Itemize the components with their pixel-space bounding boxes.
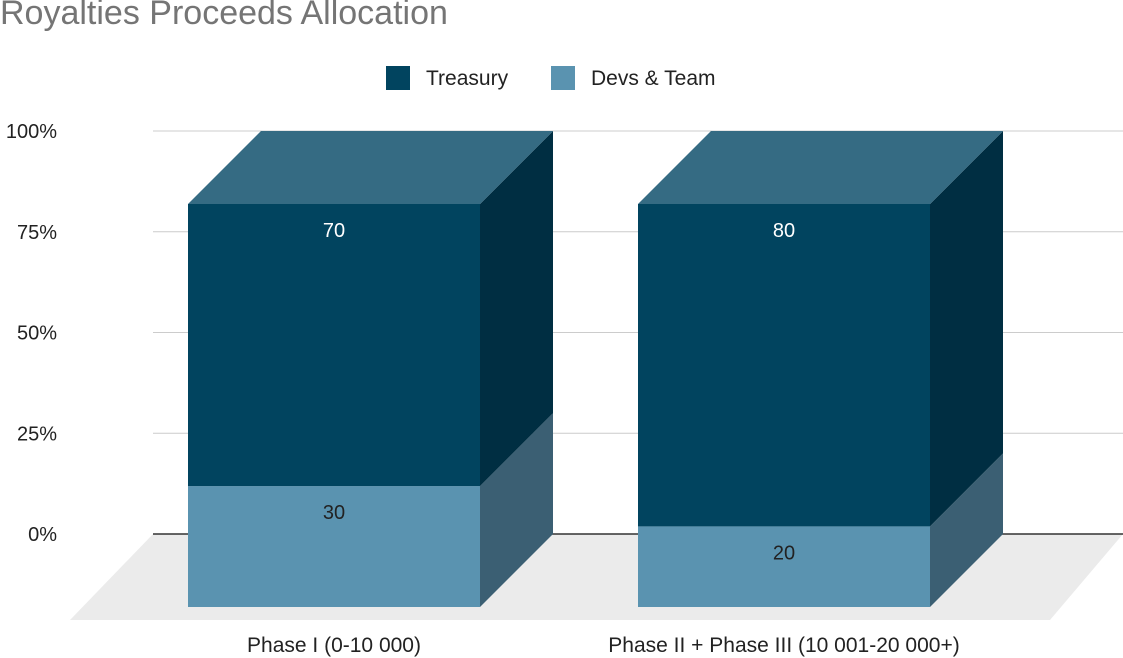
x-category-label: Phase II + Phase III (10 001-20 000+) bbox=[608, 634, 959, 657]
bar-side-face bbox=[480, 131, 553, 487]
bar-side-face bbox=[930, 453, 1003, 607]
chart-title: Royalties Proceeds Allocation bbox=[0, 0, 448, 32]
y-tick-label: 0% bbox=[28, 524, 57, 546]
bar-segment bbox=[638, 526, 930, 607]
bar-top-face bbox=[188, 131, 553, 204]
bar-segment bbox=[638, 204, 930, 527]
y-tick-label: 50% bbox=[17, 323, 57, 345]
y-tick-label: 100% bbox=[6, 121, 57, 143]
bar-top-face bbox=[638, 131, 1003, 204]
bar-side-face bbox=[480, 413, 553, 607]
legend-label: Devs & Team bbox=[591, 67, 716, 90]
bar-segment bbox=[188, 486, 480, 607]
y-tick-label: 75% bbox=[17, 222, 57, 244]
x-category-label: Phase I (0-10 000) bbox=[247, 634, 421, 657]
data-label: 20 bbox=[773, 542, 795, 564]
y-tick-label: 25% bbox=[17, 423, 57, 445]
data-label: 70 bbox=[323, 220, 345, 242]
data-label: 80 bbox=[773, 220, 795, 242]
bar-side-face bbox=[930, 131, 1003, 527]
legend-label: Treasury bbox=[426, 67, 509, 90]
data-label: 30 bbox=[323, 502, 345, 524]
bar-segment bbox=[188, 204, 480, 487]
legend-swatch bbox=[386, 66, 410, 90]
legend-swatch bbox=[551, 66, 575, 90]
